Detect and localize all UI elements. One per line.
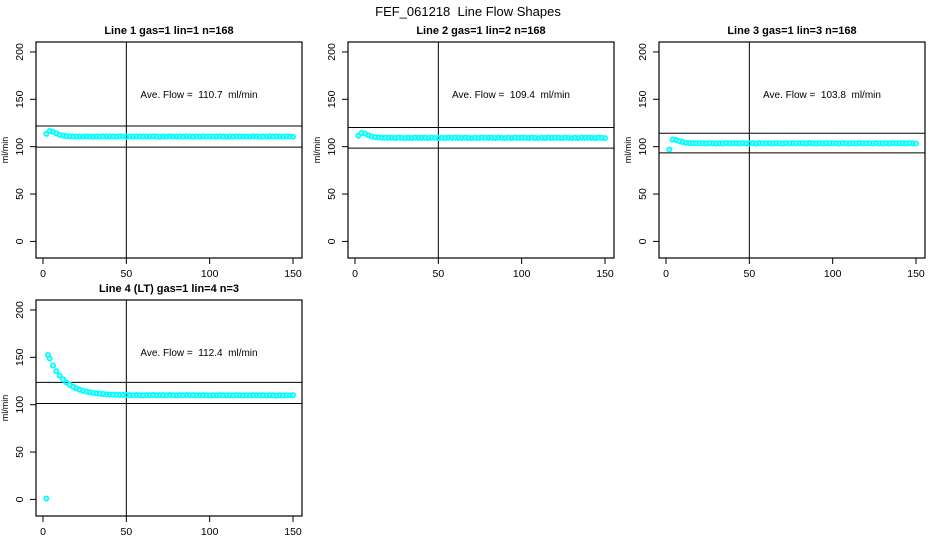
x-tick-label: 50 bbox=[432, 268, 444, 280]
panel-line3: 0 50 100 150 0 50 100 150 200 ml/min bbox=[623, 41, 926, 280]
y-tick-label: 0 bbox=[326, 238, 338, 244]
ave-flow-annotation-line-4: Ave. Flow = 112.4 ml/min bbox=[140, 348, 258, 359]
ave-flow-annotation-line-2: Ave. Flow = 109.4 ml/min bbox=[452, 90, 570, 101]
y-axis-label: ml/min bbox=[623, 137, 633, 164]
y-tick-label: 150 bbox=[14, 348, 26, 366]
x-tick-label: 0 bbox=[352, 268, 358, 280]
x-tick-label: 150 bbox=[284, 526, 302, 538]
x-tick-label: 100 bbox=[201, 526, 219, 538]
y-tick-label: 0 bbox=[14, 238, 26, 244]
x-tick-label: 150 bbox=[596, 268, 614, 280]
panel-title-line-3: Line 3 gas=1 lin=3 n=168 bbox=[727, 25, 857, 37]
x-tick-label: 0 bbox=[663, 268, 669, 280]
y-tick-label: 200 bbox=[14, 301, 26, 319]
x-tick-label: 50 bbox=[743, 268, 755, 280]
y-tick-label: 150 bbox=[637, 90, 649, 108]
data-point bbox=[43, 130, 50, 137]
y-tick-label: 50 bbox=[326, 188, 338, 200]
data-point bbox=[46, 355, 53, 362]
x-tick-label: 0 bbox=[40, 268, 46, 280]
data-point bbox=[289, 133, 296, 140]
data-point bbox=[355, 132, 362, 139]
x-tick-label: 150 bbox=[907, 268, 925, 280]
data-point bbox=[289, 392, 296, 399]
x-tick-label: 150 bbox=[284, 268, 302, 280]
x-tick-label: 100 bbox=[513, 268, 531, 280]
panel-title-line-2: Line 2 gas=1 lin=2 n=168 bbox=[416, 25, 546, 37]
y-tick-label: 100 bbox=[14, 396, 26, 414]
ave-flow-annotation-line-1: Ave. Flow = 110.7 ml/min bbox=[140, 90, 258, 101]
y-tick-label: 50 bbox=[14, 446, 26, 458]
y-tick-label: 100 bbox=[637, 138, 649, 156]
x-tick-label: 0 bbox=[40, 526, 46, 538]
data-point bbox=[53, 368, 60, 375]
y-tick-label: 0 bbox=[14, 496, 26, 502]
y-axis-label: ml/min bbox=[0, 137, 10, 164]
plot-box bbox=[35, 41, 303, 259]
y-tick-label: 150 bbox=[326, 90, 338, 108]
data-point bbox=[666, 146, 673, 153]
y-axis-label: ml/min bbox=[312, 137, 322, 164]
data-point bbox=[50, 362, 57, 369]
figure-title: FEF_061218 Line Flow Shapes bbox=[375, 4, 561, 19]
y-tick-label: 150 bbox=[14, 90, 26, 108]
y-tick-label: 50 bbox=[637, 188, 649, 200]
y-axis-label: ml/min bbox=[0, 395, 10, 422]
panel-line2: 0 50 100 150 0 50 100 150 200 ml/min bbox=[312, 41, 615, 280]
y-tick-label: 100 bbox=[14, 138, 26, 156]
y-tick-label: 200 bbox=[637, 43, 649, 61]
x-tick-label: 100 bbox=[824, 268, 842, 280]
x-tick-label: 100 bbox=[201, 268, 219, 280]
plot-box bbox=[658, 41, 926, 259]
ave-flow-annotation-line-3: Ave. Flow = 103.8 ml/min bbox=[763, 90, 881, 101]
data-point bbox=[60, 376, 67, 383]
data-point bbox=[913, 140, 920, 147]
y-tick-label: 200 bbox=[14, 43, 26, 61]
y-tick-label: 0 bbox=[637, 238, 649, 244]
panel-title-line-4: Line 4 (LT) gas=1 lin=4 n=3 bbox=[98, 283, 240, 295]
y-tick-label: 50 bbox=[14, 188, 26, 200]
data-point bbox=[56, 372, 63, 379]
panel-title-line-1: Line 1 gas=1 lin=1 n=168 bbox=[104, 25, 234, 37]
y-tick-label: 200 bbox=[326, 43, 338, 61]
data-point bbox=[602, 135, 609, 142]
x-tick-label: 50 bbox=[120, 526, 132, 538]
panel-line1: 0 50 100 150 0 50 100 150 200 ml/min bbox=[0, 41, 303, 280]
data-point bbox=[43, 495, 50, 502]
x-tick-label: 50 bbox=[120, 268, 132, 280]
y-tick-label: 100 bbox=[326, 138, 338, 156]
panel-line4: 0 50 100 150 0 50 100 150 200 ml/min bbox=[0, 299, 303, 538]
plot-box bbox=[35, 299, 303, 517]
plot-box bbox=[347, 41, 615, 259]
